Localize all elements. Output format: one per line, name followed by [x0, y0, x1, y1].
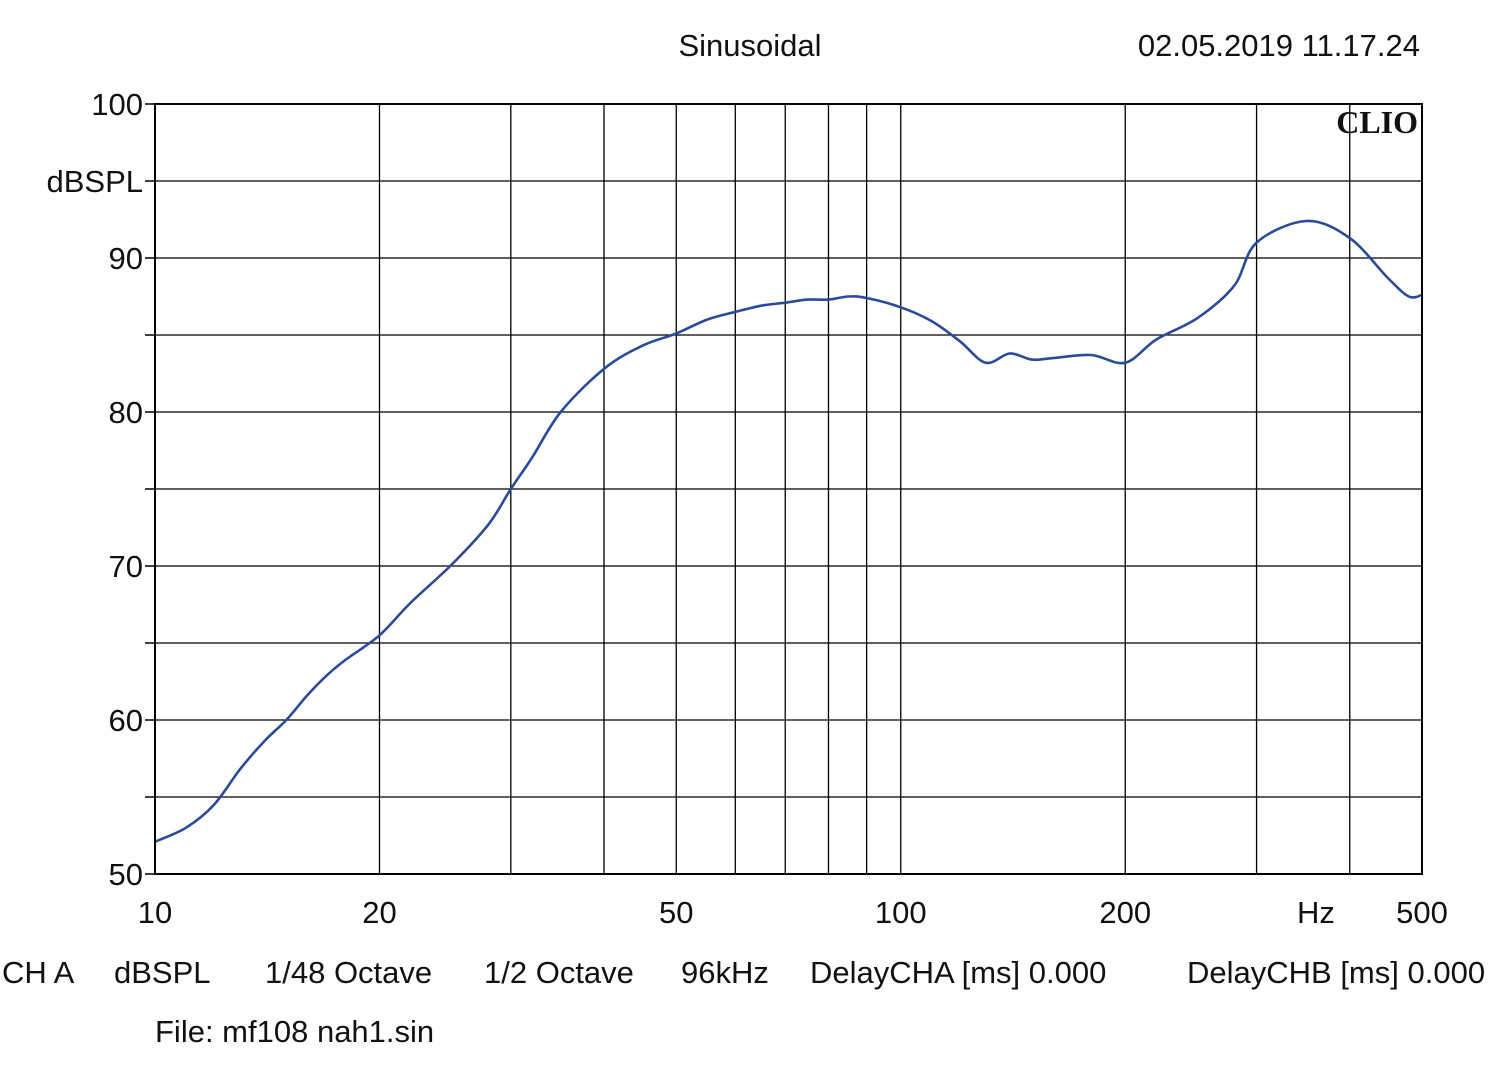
- footer-delay-a: DelayCHA [ms] 0.000: [810, 955, 1106, 990]
- response-curve: [154, 219, 1423, 843]
- y-tick-label: 60: [109, 703, 143, 738]
- footer-file: File: mf108 nah1.sin: [155, 1014, 434, 1049]
- y-tick-label: 50: [109, 857, 143, 892]
- y-axis-label: dBSPL: [46, 164, 143, 199]
- brand-logo: CLIO: [1336, 104, 1418, 140]
- y-tick-label: 90: [109, 241, 143, 276]
- footer-unit: dBSPL: [114, 955, 211, 990]
- footer-resolution: 1/48 Octave: [265, 955, 432, 990]
- y-tick-label: 70: [109, 549, 143, 584]
- timestamp: 02.05.2019 11.17.24: [1138, 28, 1420, 63]
- footer-smoothing: 1/2 Octave: [484, 955, 634, 990]
- footer-channel: CH A: [2, 955, 75, 990]
- x-tick-label: 500: [1396, 895, 1448, 930]
- x-tick-label: 10: [138, 895, 172, 930]
- footer-info: CH A dBSPL 1/48 Octave 1/2 Octave 96kHz …: [2, 955, 1485, 1049]
- x-tick-label: 100: [875, 895, 927, 930]
- tick-layer: 10 20 50 100 200 500 50 60 70 80 90 100: [91, 87, 1448, 930]
- y-tick-label: 80: [109, 395, 143, 430]
- footer-sample-rate: 96kHz: [681, 955, 769, 990]
- x-tick-label: 20: [362, 895, 396, 930]
- mode-title: Sinusoidal: [678, 28, 821, 63]
- curve-layer: [154, 219, 1423, 843]
- footer-delay-b: DelayCHB [ms] 0.000: [1187, 955, 1485, 990]
- x-tick-label: 50: [659, 895, 693, 930]
- x-tick-label: 200: [1099, 895, 1151, 930]
- y-tick-label: 100: [91, 87, 143, 122]
- grid-layer: [154, 103, 1423, 875]
- x-axis-label: Hz: [1297, 895, 1335, 930]
